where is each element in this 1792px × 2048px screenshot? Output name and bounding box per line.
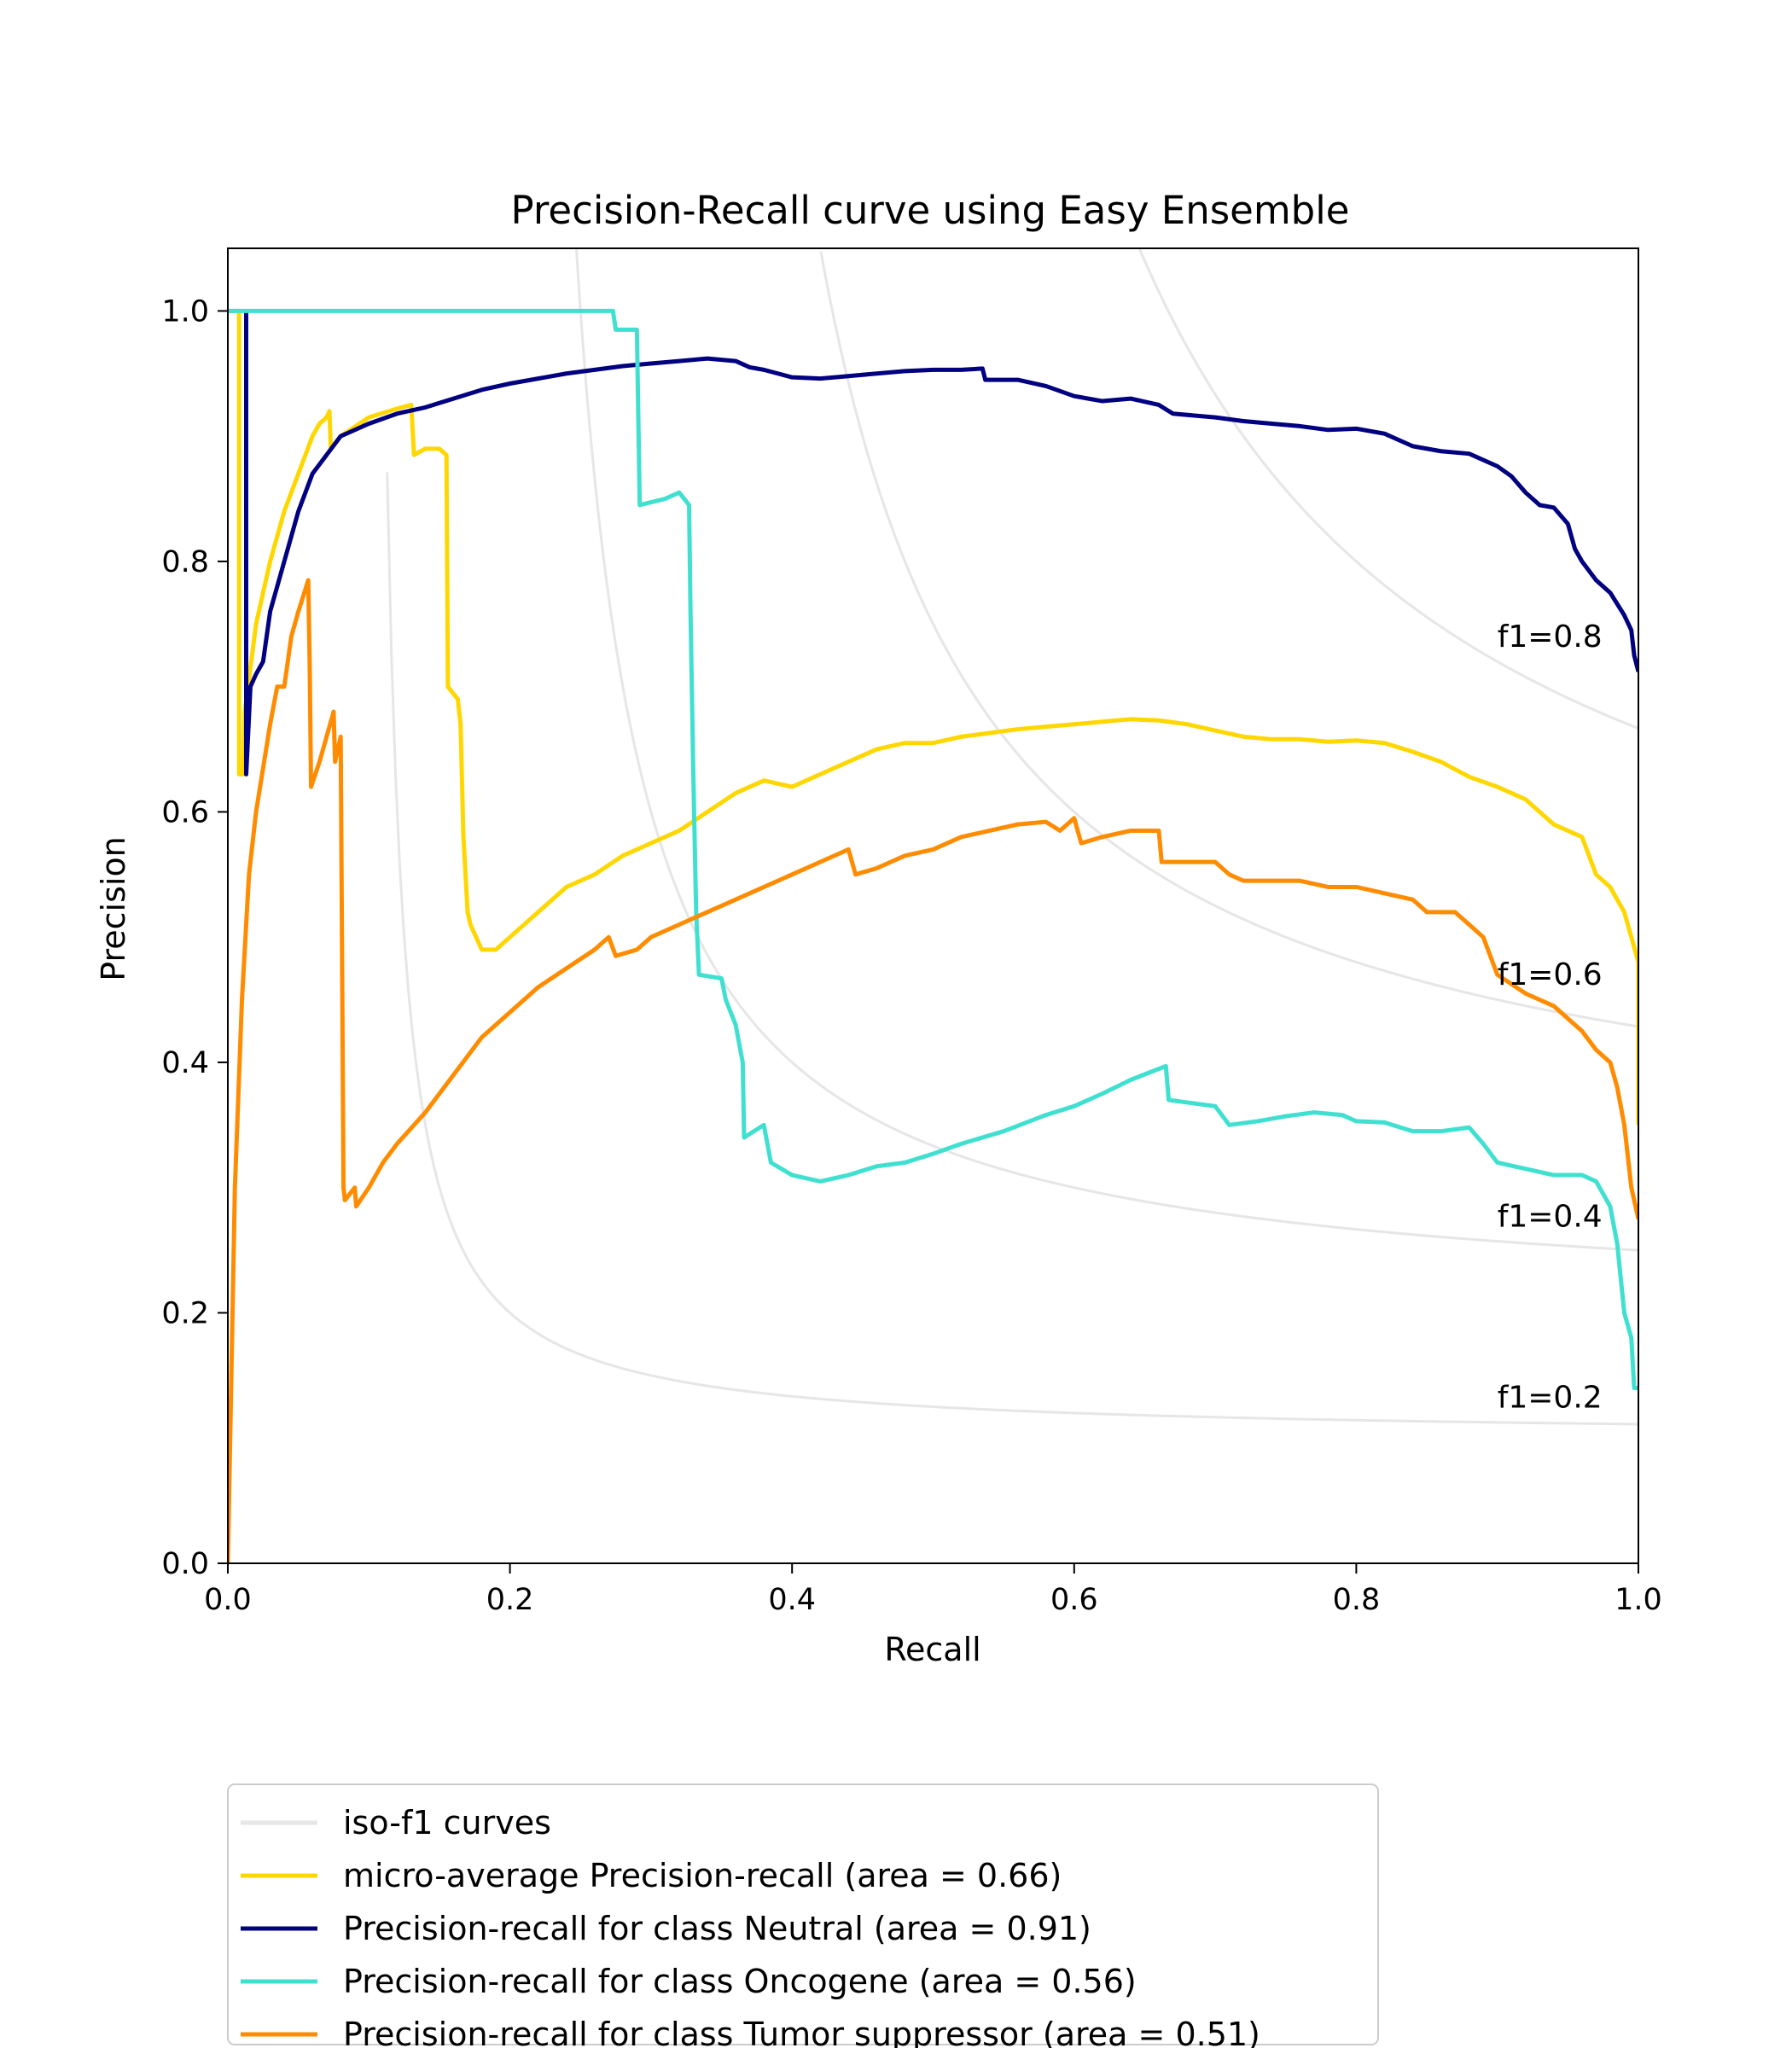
legend: iso-f1 curves micro-average Precision-rec… [227, 1783, 1379, 2048]
y-tick-label: 1.0 [161, 294, 209, 329]
legend-entry: iso-f1 curves [343, 1804, 551, 1841]
legend-entry: micro-average Precision-recall (area = 0… [343, 1857, 1062, 1894]
x-tick-label: 0.8 [1333, 1583, 1381, 1617]
y-tick-label: 0.0 [161, 1547, 209, 1581]
chart-title: Precision-Recall curve using Easy Ensemb… [511, 188, 1350, 233]
iso-f1-labels: f1=0.2 f1=0.4 f1=0.6 f1=0.8 [1498, 620, 1603, 1416]
iso-f1-curves [386, 248, 1638, 1426]
y-tick-label: 0.6 [161, 795, 209, 829]
iso-f1-label: f1=0.2 [1498, 1381, 1603, 1416]
series-line-1 [243, 311, 1638, 777]
x-axis-label: Recall [884, 1631, 980, 1668]
y-axis-label: Precision [95, 836, 132, 981]
x-tick-label: 0.2 [486, 1583, 534, 1617]
plot-frame [227, 247, 1639, 1564]
y-tick-label: 0.4 [161, 1046, 209, 1080]
y-tick-label: 0.2 [161, 1296, 209, 1330]
y-axis-ticks: 0.0 0.2 0.4 0.6 0.8 1.0 [161, 294, 228, 1581]
iso-f1-label: f1=0.6 [1498, 957, 1603, 992]
iso-f1-label: f1=0.4 [1498, 1199, 1603, 1234]
x-axis-ticks: 0.0 0.2 0.4 0.6 0.8 1.0 [204, 1563, 1662, 1617]
iso-f1-curve [574, 248, 1638, 1252]
iso-f1-label: f1=0.8 [1498, 620, 1603, 655]
x-tick-label: 0.0 [204, 1583, 252, 1617]
legend-entry: Precision-recall for class Oncogene (are… [343, 1963, 1137, 2000]
series-lines [228, 308, 1638, 1563]
iso-f1-curve [386, 472, 1638, 1426]
iso-f1-curve [819, 251, 1638, 1028]
iso-f1-curve [1137, 248, 1638, 730]
legend-entry: Precision-recall for class Tumor suppres… [343, 2016, 1260, 2048]
series-line-2 [228, 308, 1638, 1391]
legend-frame [227, 1783, 1379, 2045]
x-tick-label: 1.0 [1615, 1583, 1662, 1617]
x-tick-label: 0.6 [1050, 1583, 1098, 1617]
series-line-3 [228, 578, 1638, 1563]
y-tick-label: 0.8 [161, 545, 209, 579]
x-tick-label: 0.4 [768, 1583, 816, 1617]
legend-entry: Precision-recall for class Neutral (area… [343, 1910, 1091, 1947]
